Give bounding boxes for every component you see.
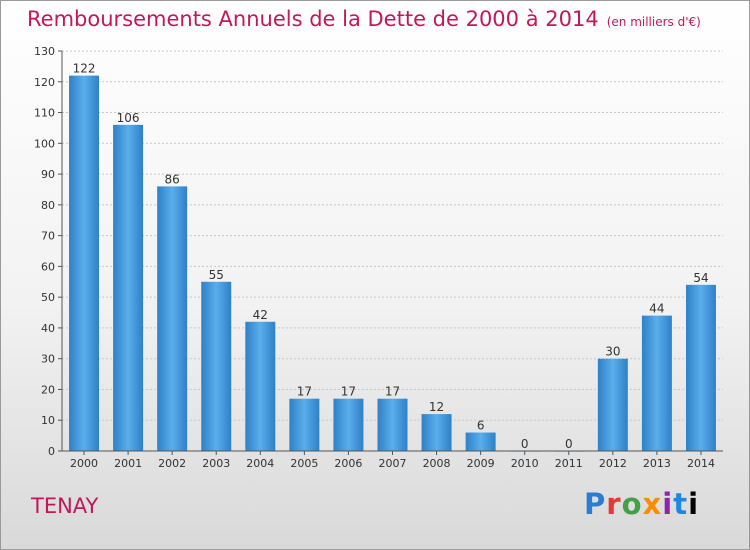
value-label: 55 <box>209 268 224 282</box>
x-tick-label: 2013 <box>643 457 671 470</box>
logo-letter: i <box>688 487 700 521</box>
x-tick-label: 2010 <box>511 457 539 470</box>
bar-2008 <box>421 414 452 451</box>
chart-title-text: Remboursements Annuels de la Dette de 20… <box>27 7 599 31</box>
x-tick-label: 2011 <box>555 457 583 470</box>
commune-name: TENAY <box>31 494 99 518</box>
x-tick-label: 2012 <box>599 457 627 470</box>
x-tick-label: 2004 <box>246 457 274 470</box>
x-tick-label: 2001 <box>114 457 142 470</box>
bar-2000 <box>69 75 100 451</box>
y-tick-label: 80 <box>41 199 55 212</box>
bar-2012 <box>597 358 628 451</box>
x-tick-label: 2002 <box>158 457 186 470</box>
logo-letter: i <box>662 487 674 521</box>
y-tick-label: 100 <box>34 137 55 150</box>
y-tick-label: 20 <box>41 383 55 396</box>
y-tick-label: 40 <box>41 322 55 335</box>
value-label: 17 <box>385 385 400 399</box>
value-label: 0 <box>521 437 529 451</box>
value-label: 17 <box>297 385 312 399</box>
x-tick-label: 2006 <box>334 457 362 470</box>
y-tick-label: 0 <box>48 445 55 458</box>
value-label: 86 <box>165 172 180 186</box>
bar-2001 <box>113 124 144 451</box>
y-tick-label: 50 <box>41 291 55 304</box>
value-label: 30 <box>605 345 620 359</box>
chart-title: Remboursements Annuels de la Dette de 20… <box>27 7 701 31</box>
logo-letter: r <box>606 487 622 521</box>
y-tick-label: 130 <box>34 45 55 58</box>
value-label: 106 <box>117 111 140 125</box>
bar-2009 <box>465 432 496 451</box>
bar-2007 <box>377 398 408 451</box>
x-tick-label: 2014 <box>687 457 715 470</box>
bar-2005 <box>289 398 320 451</box>
x-tick-label: 2007 <box>379 457 407 470</box>
y-tick-label: 120 <box>34 76 55 89</box>
y-tick-label: 90 <box>41 168 55 181</box>
value-label: 17 <box>341 385 356 399</box>
y-tick-label: 30 <box>41 353 55 366</box>
y-tick-label: 70 <box>41 230 55 243</box>
logo-letter: P <box>584 487 607 521</box>
y-tick-label: 110 <box>34 107 55 120</box>
value-label: 44 <box>649 302 664 316</box>
bar-2013 <box>641 315 672 451</box>
bar-2004 <box>245 321 276 451</box>
logo-letter: t <box>673 487 689 521</box>
value-label: 54 <box>693 271 708 285</box>
proxiti-logo: Proxiti <box>584 487 699 521</box>
logo-letter: x <box>642 487 663 521</box>
y-tick-label: 60 <box>41 260 55 273</box>
chart-subtitle: (en milliers d'€) <box>606 15 701 29</box>
x-tick-label: 2008 <box>423 457 451 470</box>
value-label: 42 <box>253 308 268 322</box>
x-tick-label: 2005 <box>290 457 318 470</box>
value-label: 12 <box>429 400 444 414</box>
x-tick-label: 2000 <box>70 457 98 470</box>
x-tick-label: 2009 <box>467 457 495 470</box>
value-label: 0 <box>565 437 573 451</box>
x-tick-label: 2003 <box>202 457 230 470</box>
bar-2003 <box>201 281 232 451</box>
value-label: 122 <box>73 62 96 76</box>
value-label: 6 <box>477 419 485 433</box>
bar-2002 <box>157 186 188 451</box>
logo-letter: o <box>621 487 643 521</box>
bar-2014 <box>685 284 716 451</box>
y-tick-label: 10 <box>41 414 55 427</box>
bar-2006 <box>333 398 364 451</box>
